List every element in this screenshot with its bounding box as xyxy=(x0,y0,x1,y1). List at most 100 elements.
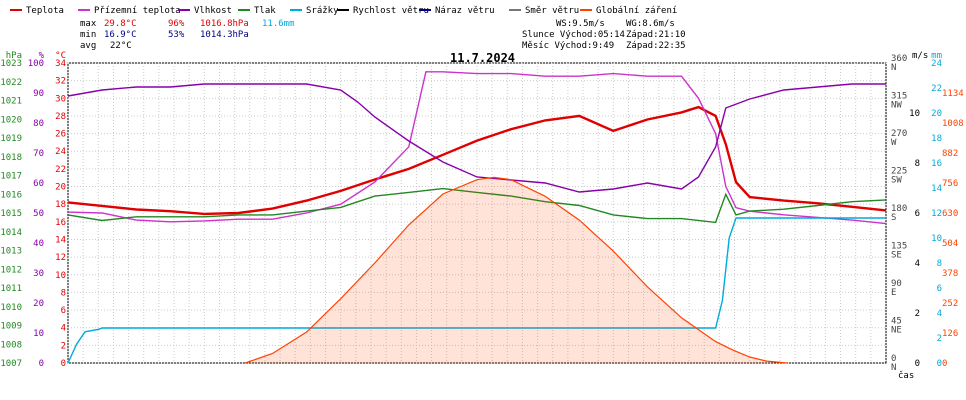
wm2-axis-tick: 882 xyxy=(942,149,958,159)
wm2-axis-tick: 378 xyxy=(942,269,958,279)
stat-max-press: 1016.8hPa xyxy=(200,19,249,29)
dir-axis-name: N xyxy=(891,363,896,373)
temp-axis-tick: 18 xyxy=(55,200,66,210)
pct-axis-tick: 100 xyxy=(28,59,44,69)
temp-axis-tick: 22 xyxy=(55,165,66,175)
dir-axis-tick: 90 xyxy=(891,279,902,289)
temp-axis-tick: 16 xyxy=(55,218,66,228)
hpa-axis-tick: 1016 xyxy=(0,190,22,200)
wm2-axis-tick: 630 xyxy=(942,209,958,219)
hpa-axis-tick: 1008 xyxy=(0,340,22,350)
mm-axis-tick: 2 xyxy=(937,334,942,344)
legend-label: Náraz větru xyxy=(435,6,495,16)
legend-label: Vlhkost xyxy=(194,6,232,16)
ms-axis-tick: 6 xyxy=(915,209,920,219)
mm-axis-tick: 0 xyxy=(937,359,942,369)
wm2-axis-tick: 0 xyxy=(942,359,947,369)
temp-axis-tick: 8 xyxy=(61,288,66,298)
temp-axis-tick: 6 xyxy=(61,306,66,316)
stat-max-hum: 96% xyxy=(168,19,185,29)
mm-axis-tick: 24 xyxy=(931,59,942,69)
mm-axis-tick: 4 xyxy=(937,309,942,319)
hpa-axis-tick: 1011 xyxy=(0,284,22,294)
ms-axis-tick: 0 xyxy=(915,359,920,369)
dir-axis-tick: 360 xyxy=(891,54,907,64)
ms-axis-tick: 4 xyxy=(915,259,920,269)
series-line-global-radiation xyxy=(245,176,788,364)
mm-axis-tick: 16 xyxy=(931,159,942,169)
stat-min-press: 1014.3hPa xyxy=(200,30,249,40)
series-line xyxy=(67,105,887,216)
temp-axis-tick: 30 xyxy=(55,94,66,104)
legend-label: Teplota xyxy=(26,6,64,16)
ms-axis-tick: 10 xyxy=(909,109,920,119)
stat-slunce: Slunce Východ:05:14 xyxy=(522,30,625,40)
ms-axis-tick: 2 xyxy=(915,309,920,319)
temp-axis-tick: 10 xyxy=(55,271,66,281)
temp-axis-tick: 4 xyxy=(61,324,66,334)
hpa-axis-tick: 1010 xyxy=(0,303,22,313)
mm-axis-label: mm xyxy=(931,51,942,61)
dir-axis-tick: 270 xyxy=(891,129,907,139)
mm-axis-tick: 18 xyxy=(931,134,942,144)
hpa-axis-tick: 1022 xyxy=(0,78,22,88)
legend-label: Přízemní teplota xyxy=(94,6,181,16)
legend-label: Globální záření xyxy=(596,6,677,16)
hpa-axis-tick: 1021 xyxy=(0,97,22,107)
pct-axis-tick: 40 xyxy=(33,239,44,249)
series-line xyxy=(67,83,886,193)
legend: Teplota Přízemní teplota Vlhkost Tlak Srážky… xyxy=(10,6,677,16)
dir-axis-name: S xyxy=(891,213,896,223)
stat-wg: WG:8.6m/s xyxy=(626,19,675,29)
temp-axis-tick: 28 xyxy=(55,112,66,122)
stat-max-temp: 29.8°C xyxy=(104,19,137,29)
mm-axis-tick: 10 xyxy=(931,234,942,244)
pct-axis-tick: 0 xyxy=(39,359,44,369)
dir-axis-tick: 45 xyxy=(891,317,902,327)
ms-axis-tick: 8 xyxy=(915,159,920,169)
wm2-axis-tick: 1008 xyxy=(942,119,964,129)
hpa-axis-tick: 1020 xyxy=(0,115,22,125)
stat-max-rain: 11.6mm xyxy=(262,19,295,29)
hpa-axis-tick: 1018 xyxy=(0,153,22,163)
stat-mesic-zapad: Západ:22:35 xyxy=(626,41,686,51)
legend-label: Směr větru xyxy=(525,6,579,16)
dir-axis-name: SW xyxy=(891,176,902,186)
wm2-axis-tick: 756 xyxy=(942,179,958,189)
temp-axis-tick: 26 xyxy=(55,130,66,140)
temp-axis-label: °C xyxy=(55,51,66,61)
dir-axis-tick: 180 xyxy=(891,204,907,214)
pct-axis-tick: 20 xyxy=(33,299,44,309)
ms-axis-label: m/s xyxy=(912,51,928,61)
pct-axis-tick: 30 xyxy=(33,269,44,279)
hpa-axis-tick: 1015 xyxy=(0,209,22,219)
hpa-axis-tick: 1009 xyxy=(0,322,22,332)
dir-axis-name: E xyxy=(891,288,896,298)
hpa-axis-tick: 1012 xyxy=(0,265,22,275)
hpa-axis-tick: 1017 xyxy=(0,172,22,182)
x-axis-label: čas xyxy=(898,370,914,381)
stat-min-label: min xyxy=(80,30,96,40)
series-line xyxy=(67,217,886,364)
stat-min-temp: 16.9°C xyxy=(104,30,137,40)
temp-axis-tick: 24 xyxy=(55,147,66,157)
pct-axis-tick: 70 xyxy=(33,149,44,159)
temp-axis-tick: 20 xyxy=(55,183,66,193)
plot-area xyxy=(67,71,887,364)
hpa-axis-tick: 1023 xyxy=(0,59,22,69)
stat-avg-temp: 22°C xyxy=(110,41,132,51)
dir-axis-name: SE xyxy=(891,251,902,261)
pct-axis-tick: 50 xyxy=(33,209,44,219)
hpa-axis-tick: 1014 xyxy=(0,228,22,238)
stat-avg-label: avg xyxy=(80,41,96,51)
dir-axis-tick: 0 xyxy=(891,354,896,364)
legend-label: Rychlost větru xyxy=(353,6,429,16)
pct-axis-tick: 10 xyxy=(33,329,44,339)
axes: 1007100810091010101110121013101410151016… xyxy=(0,51,963,373)
temp-axis-tick: 12 xyxy=(55,253,66,263)
chart-title: 11.7.2024 xyxy=(450,51,515,65)
wm2-axis-tick: 126 xyxy=(942,329,958,339)
wm2-axis-tick: 1134 xyxy=(942,89,964,99)
